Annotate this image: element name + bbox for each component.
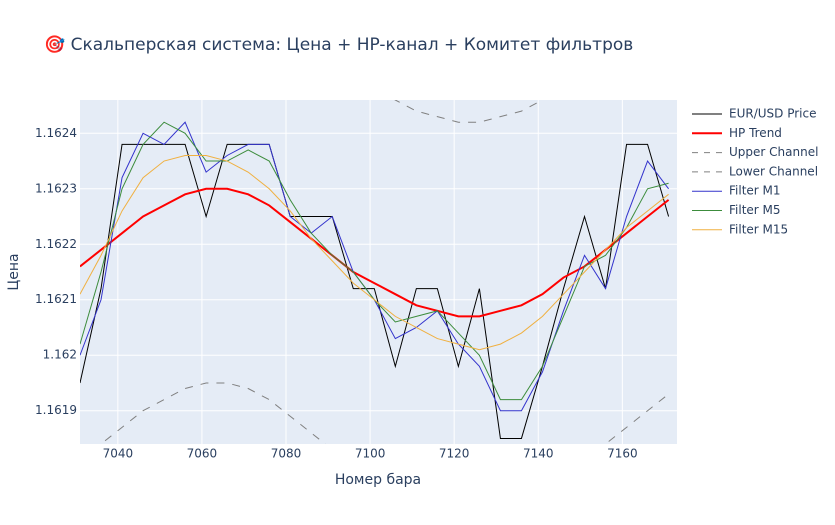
y-tick-label: 1.1621 [35, 292, 77, 306]
y-tick-label: 1.1619 [35, 403, 77, 417]
y-tick-label: 1.1622 [35, 237, 77, 251]
x-tick-label: 7120 [439, 447, 470, 461]
x-axis-title: Номер бара [335, 472, 421, 488]
y-tick-label: 1.1624 [35, 126, 77, 140]
legend-label: Filter M5 [729, 203, 781, 217]
series-line [80, 187, 670, 318]
legend-label: Filter M15 [729, 222, 788, 236]
x-tick-label: 7140 [523, 447, 554, 461]
legend-label: Lower Channel [729, 164, 818, 178]
x-tick-label: 7060 [187, 447, 218, 461]
x-tick-label: 7080 [271, 447, 302, 461]
series-line [80, 143, 670, 439]
legend-label: EUR/USD Price [729, 107, 816, 121]
y-tick-label: 1.162 [43, 348, 77, 362]
series-line [80, 154, 669, 351]
legend-label: HP Trend [729, 126, 782, 140]
x-tick-label: 7100 [355, 447, 386, 461]
legend-label: Filter M1 [729, 184, 781, 198]
legend-label: Upper Channel [729, 145, 818, 159]
y-tick-label: 1.1623 [35, 181, 77, 195]
plot-area [80, 100, 677, 444]
x-tick-label: 7160 [607, 447, 638, 461]
y-axis-title: Цена [6, 253, 22, 290]
chart-title: 🎯 Скальперская система: Цена + HP-канал … [44, 35, 633, 55]
x-tick-label: 7040 [103, 447, 134, 461]
